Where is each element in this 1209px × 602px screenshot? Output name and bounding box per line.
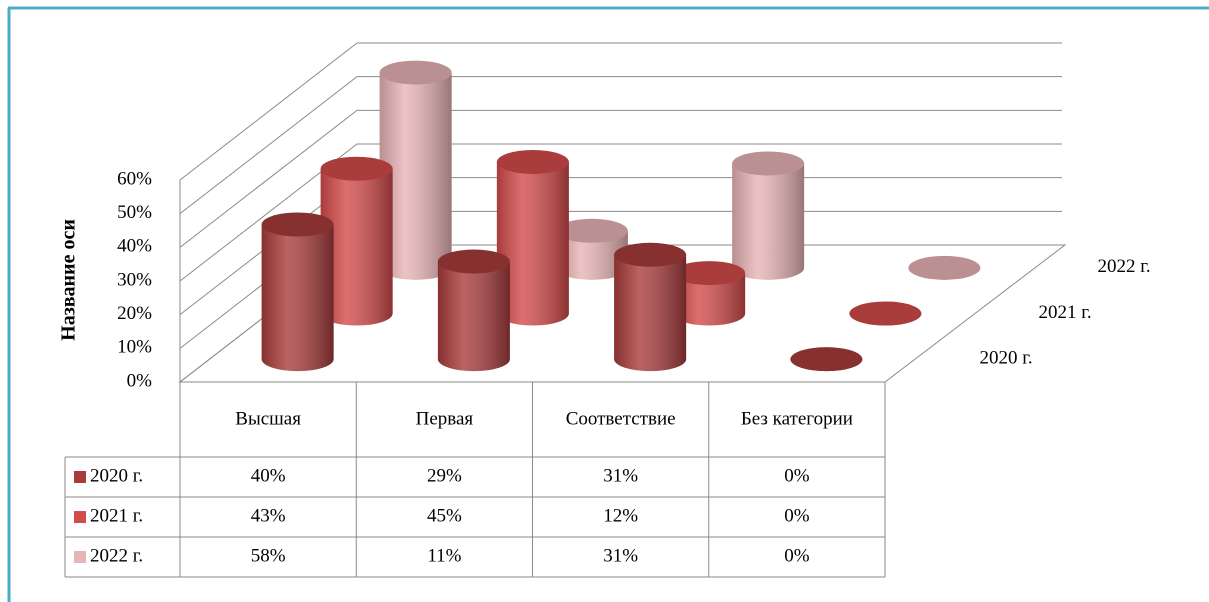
legend-label: 2020 г. (90, 465, 143, 486)
y-tick-label: 60% (117, 168, 152, 189)
category-label: Высшая (235, 408, 301, 429)
value-label: 12% (603, 505, 638, 526)
value-label: 29% (427, 465, 462, 486)
y-tick-label: 50% (117, 202, 152, 223)
depth-label: 2020 г. (980, 348, 1033, 369)
cylinder-top (379, 60, 452, 85)
category-label: Первая (416, 408, 474, 429)
grid-line (179, 109, 1062, 248)
cylinder-shade (261, 224, 334, 372)
legend-swatch (74, 551, 86, 563)
grid-line (179, 143, 1062, 282)
value-label: 45% (427, 505, 462, 526)
y-tick-label: 20% (117, 303, 152, 324)
cylinder-shade (614, 254, 687, 372)
value-label: 40% (251, 465, 286, 486)
value-label: 43% (251, 505, 286, 526)
grid-line (179, 76, 1062, 215)
category-label: Соответствие (566, 408, 676, 429)
cylinder-shade (732, 163, 805, 280)
legend-swatch (74, 511, 86, 523)
value-label: 31% (603, 465, 638, 486)
legend-label: 2022 г. (90, 545, 143, 566)
cylinder-top (732, 151, 805, 176)
value-label: 31% (603, 545, 638, 566)
y-tick-label: 40% (117, 236, 152, 257)
legend-swatch (74, 471, 86, 483)
cylinder-top (320, 156, 393, 181)
category-label: Без категории (741, 408, 853, 429)
cylinder-shade (673, 273, 746, 326)
y-tick-label: 30% (117, 269, 152, 290)
cylinder-top (437, 249, 510, 274)
cylinder-shade (496, 162, 569, 326)
cylinder-shade (320, 168, 393, 326)
y-tick-label: 0% (127, 370, 153, 391)
cylinder-top (849, 301, 922, 326)
value-label: 0% (784, 505, 810, 526)
value-label: 0% (784, 465, 810, 486)
y-axis-title: Название оси (58, 219, 80, 341)
y-tick-label: 10% (117, 337, 152, 358)
legend-label: 2021 г. (90, 505, 143, 526)
cylinder-top (496, 150, 569, 174)
cylinder-shade (379, 72, 452, 280)
value-label: 11% (427, 545, 461, 566)
value-label: 58% (251, 545, 286, 566)
cylinder-top (614, 242, 687, 267)
grid-line (179, 42, 1062, 181)
cylinder-top (673, 261, 746, 286)
value-label: 0% (784, 545, 810, 566)
depth-label: 2022 г. (1098, 256, 1151, 277)
depth-label: 2021 г. (1039, 302, 1092, 323)
cylinder-top (555, 218, 628, 243)
cylinder-top (790, 347, 863, 372)
cylinder-shade (437, 261, 510, 372)
cylinder-top (908, 255, 981, 280)
cylinder-top (261, 212, 334, 237)
cylinder-shade (555, 230, 628, 280)
